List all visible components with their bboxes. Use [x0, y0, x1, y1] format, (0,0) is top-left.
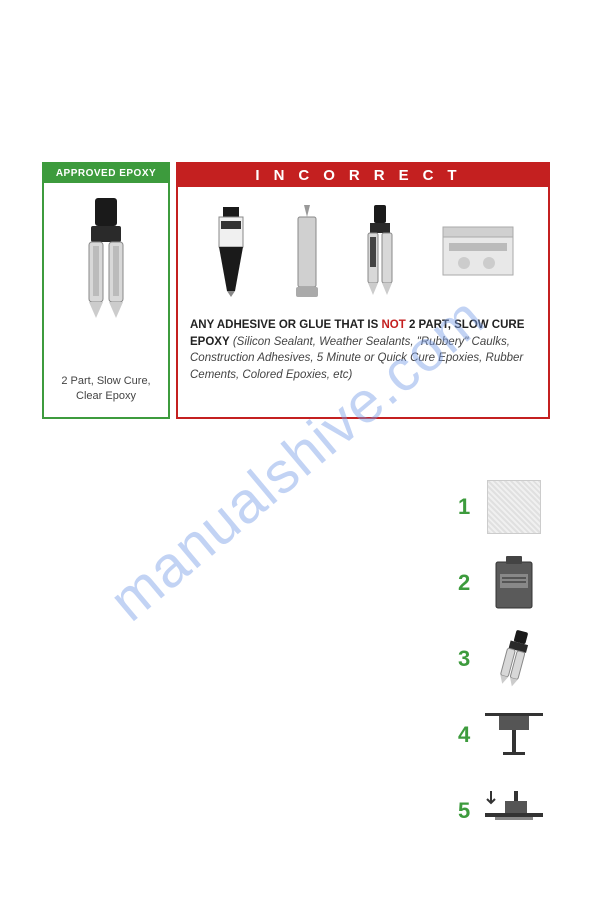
quick-cure-syringe-icon [360, 205, 400, 300]
incorrect-not: NOT [381, 319, 405, 331]
press-mount-icon [484, 782, 544, 840]
incorrect-images-row [190, 197, 536, 307]
step-3-number: 3 [458, 646, 476, 672]
dual-syringe-icon [71, 198, 141, 328]
step-1: 1 [458, 478, 558, 536]
step-3: 3 [458, 630, 558, 688]
approved-caption: 2 Part, Slow Cure, Clear Epoxy [61, 374, 150, 403]
incorrect-bold-1: ANY ADHESIVE OR GLUE THAT IS [190, 319, 381, 331]
step-5-number: 5 [458, 798, 476, 824]
approved-body: 2 Part, Slow Cure, Clear Epoxy [44, 183, 168, 413]
mount-bracket-icon [484, 706, 544, 764]
approved-header: APPROVED EPOXY [44, 164, 168, 183]
steps-list: 1 2 3 [458, 478, 558, 858]
step-1-number: 1 [458, 494, 476, 520]
approved-panel: APPROVED EPOXY 2 Part, Slow Cure, Clear … [42, 162, 170, 419]
comparison-panels: APPROVED EPOXY 2 Part, Slow Cure, Clear … [42, 162, 550, 419]
step-5: 5 [458, 782, 558, 840]
sandpaper-icon [484, 478, 544, 536]
sealant-tube-icon [209, 207, 253, 297]
incorrect-panel: INCORRECT [176, 162, 550, 419]
step-2: 2 [458, 554, 558, 612]
incorrect-italic: (Silicon Sealant, Weather Sealants, "Rub… [190, 336, 523, 381]
epoxy-syringe-icon [484, 630, 544, 688]
approved-epoxy-image [64, 193, 149, 333]
caulk-cartridge-icon [292, 205, 322, 300]
incorrect-header: INCORRECT [178, 164, 548, 187]
solvent-can-icon [484, 554, 544, 612]
incorrect-body: ANY ADHESIVE OR GLUE THAT IS NOT 2 PART,… [178, 187, 548, 417]
step-2-number: 2 [458, 570, 476, 596]
epoxy-box-icon [439, 223, 517, 281]
step-4-number: 4 [458, 722, 476, 748]
step-4: 4 [458, 706, 558, 764]
incorrect-description: ANY ADHESIVE OR GLUE THAT IS NOT 2 PART,… [190, 317, 536, 384]
